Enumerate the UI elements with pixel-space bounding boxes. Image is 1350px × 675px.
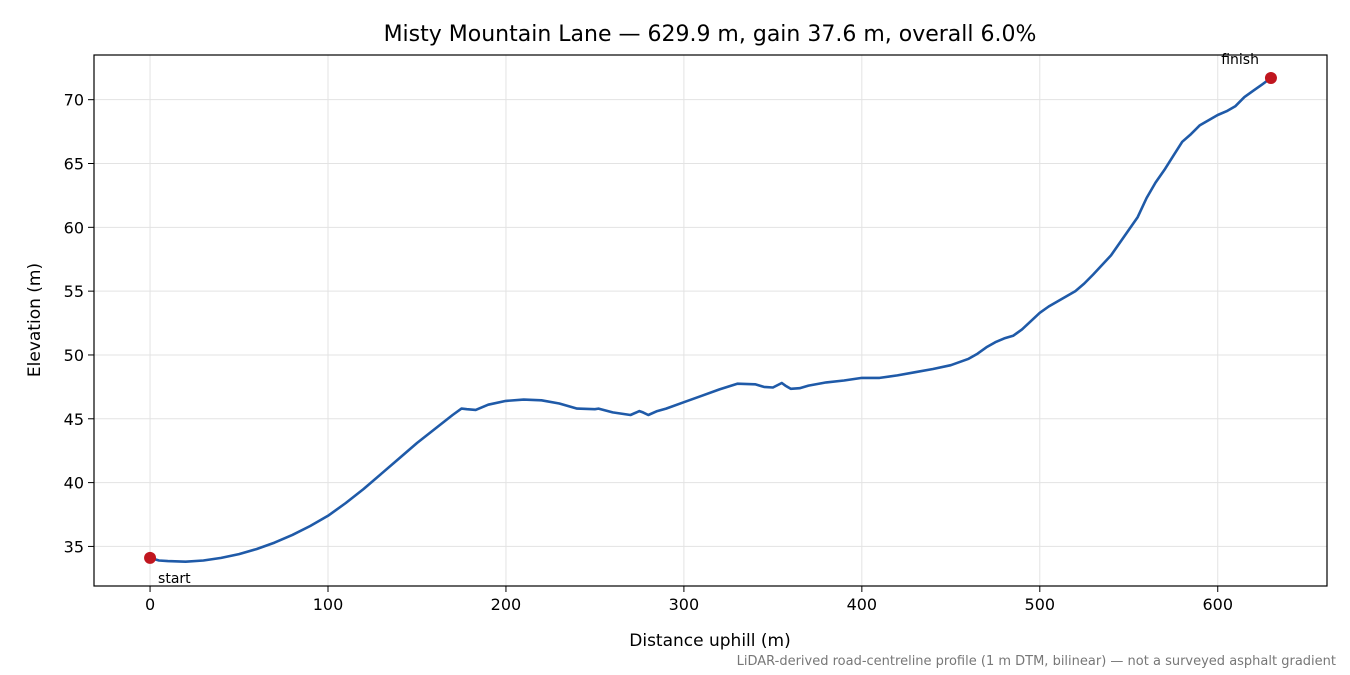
- y-tick-label: 45: [64, 410, 84, 429]
- y-axis-label: Elevation (m): [25, 263, 45, 377]
- finish-label: finish: [1221, 52, 1259, 68]
- y-tick-label: 60: [64, 218, 84, 237]
- y-tick-label: 50: [64, 346, 84, 365]
- y-tick-label: 65: [64, 154, 84, 173]
- start-marker: [144, 551, 157, 564]
- source-footnote: LiDAR-derived road-centreline profile (1…: [737, 654, 1336, 669]
- y-tick-label: 55: [64, 282, 84, 301]
- axis-ticks: 0 100 200 300 400 500 600 35 40 45 50 55 60 65 70: [64, 91, 1233, 614]
- start-label: start: [158, 571, 191, 587]
- finish-marker: [1264, 71, 1277, 84]
- y-tick-label: 70: [64, 91, 84, 110]
- endpoint-annotations: start finish: [144, 52, 1277, 587]
- x-axis-label: Distance uphill (m): [629, 631, 790, 651]
- x-tick-label: 300: [669, 595, 700, 614]
- y-tick-label: 35: [64, 537, 84, 556]
- x-tick-label: 600: [1202, 595, 1233, 614]
- chart-title: Misty Mountain Lane — 629.9 m, gain 37.6…: [384, 22, 1037, 47]
- grid-lines: [94, 55, 1327, 586]
- x-tick-label: 100: [313, 595, 344, 614]
- y-tick-label: 40: [64, 474, 84, 493]
- elevation-series-line: [148, 76, 1273, 563]
- x-tick-label: 0: [145, 595, 155, 614]
- x-tick-label: 500: [1025, 595, 1056, 614]
- plot-frame: [93, 54, 1328, 587]
- x-tick-label: 200: [491, 595, 522, 614]
- x-tick-label: 400: [847, 595, 878, 614]
